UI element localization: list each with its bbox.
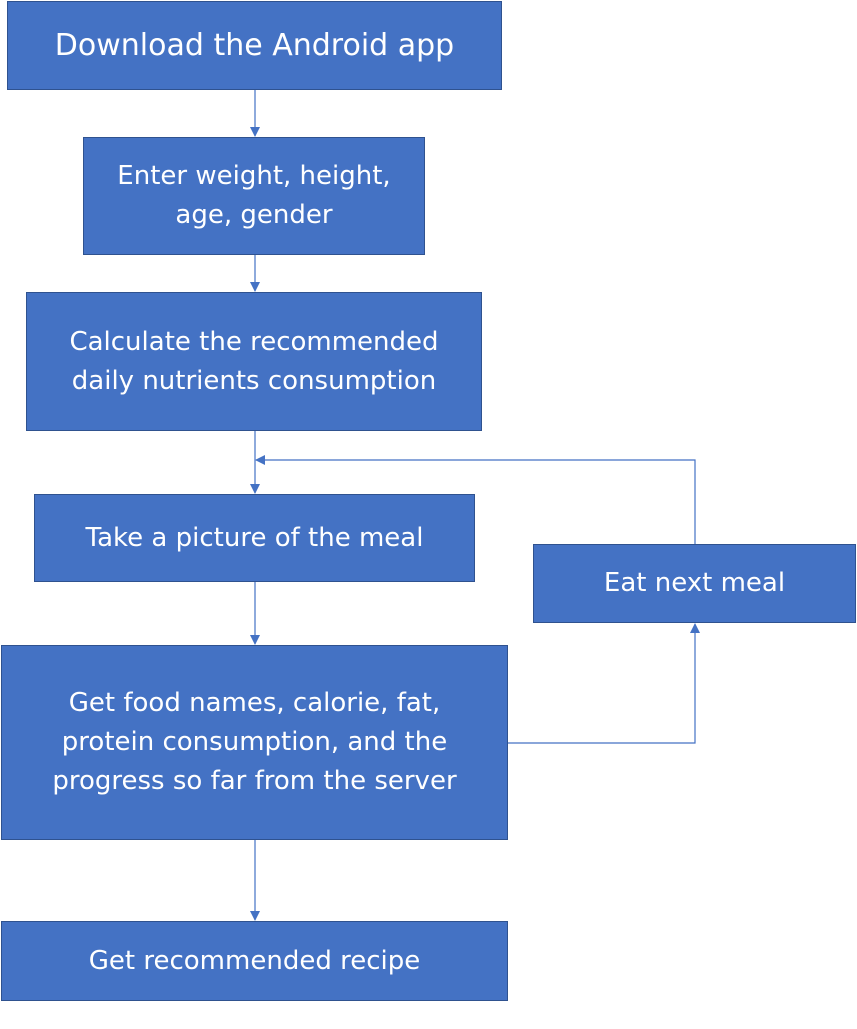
step-get-recipe-label: Get recommended recipe — [88, 945, 421, 976]
arrow-eatnext-to-picture-loop — [255, 455, 696, 544]
step-eat-next-meal-label: Eat next meal — [603, 568, 786, 598]
step-download-app: Download the Android app — [7, 1, 502, 90]
step-get-food-info-label: Get food names, calorie, fat, protein co… — [52, 688, 457, 796]
step-download-app-label: Download the Android app — [54, 28, 455, 63]
step-calculate-nutrients-label: Calculate the recommended daily nutrient… — [69, 326, 439, 396]
arrow-getfood-to-eatnext — [508, 623, 700, 744]
step-enter-profile: Enter weight, height, age, gender — [83, 137, 425, 255]
step-enter-profile-label: Enter weight, height, age, gender — [117, 161, 391, 230]
step-get-recipe: Get recommended recipe — [1, 921, 508, 1001]
step-calculate-nutrients: Calculate the recommended daily nutrient… — [26, 292, 482, 431]
step-get-food-info: Get food names, calorie, fat, protein co… — [1, 645, 508, 840]
step-take-picture: Take a picture of the meal — [34, 494, 475, 582]
step-eat-next-meal: Eat next meal — [533, 544, 856, 623]
step-take-picture-label: Take a picture of the meal — [85, 522, 424, 553]
